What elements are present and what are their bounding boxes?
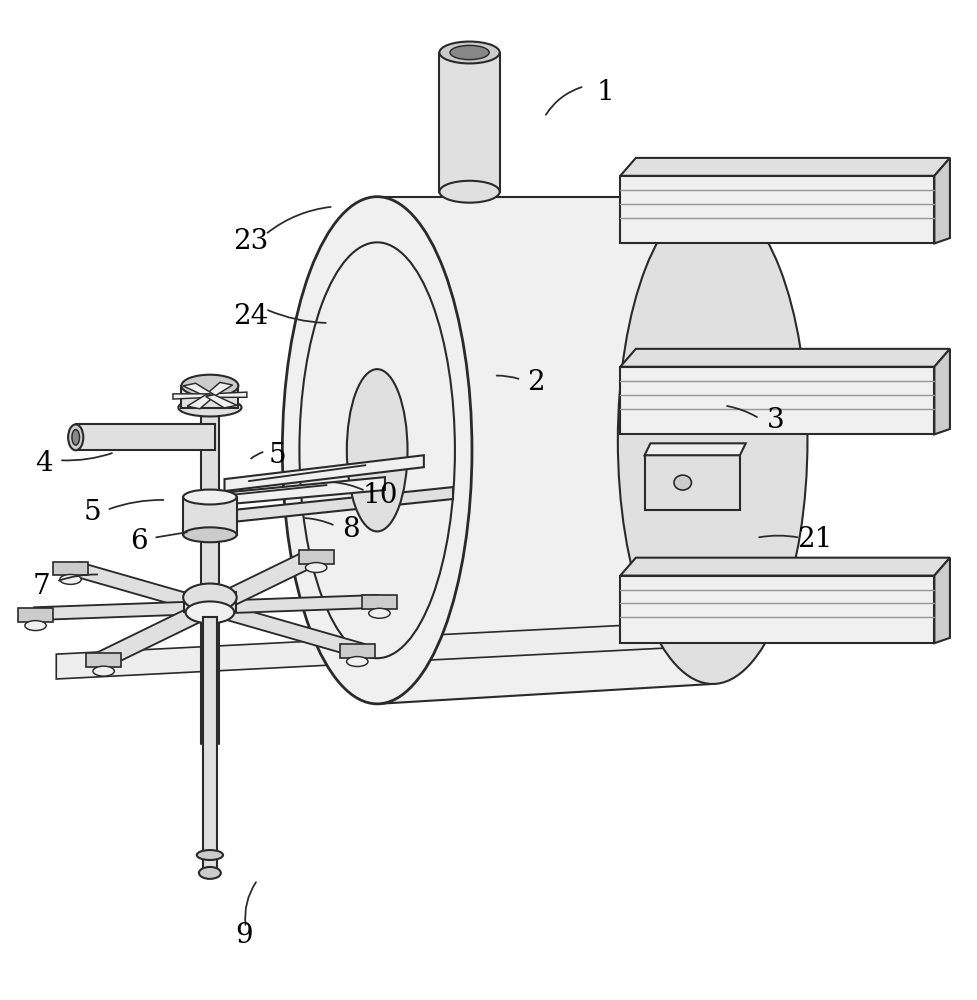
Ellipse shape bbox=[68, 424, 83, 450]
Polygon shape bbox=[298, 550, 333, 564]
Polygon shape bbox=[644, 443, 745, 455]
Polygon shape bbox=[186, 487, 452, 527]
Polygon shape bbox=[75, 424, 215, 450]
Polygon shape bbox=[933, 558, 949, 643]
Text: 6: 6 bbox=[130, 528, 148, 555]
Polygon shape bbox=[619, 576, 933, 643]
Text: 3: 3 bbox=[766, 407, 784, 434]
Ellipse shape bbox=[368, 608, 390, 618]
Text: 10: 10 bbox=[361, 482, 398, 509]
Text: 7: 7 bbox=[33, 573, 51, 600]
Ellipse shape bbox=[673, 475, 691, 490]
Polygon shape bbox=[183, 383, 214, 396]
Ellipse shape bbox=[60, 574, 81, 584]
Ellipse shape bbox=[183, 490, 236, 504]
Text: 24: 24 bbox=[233, 303, 268, 330]
Ellipse shape bbox=[196, 850, 223, 860]
Ellipse shape bbox=[186, 601, 234, 623]
Polygon shape bbox=[92, 603, 222, 663]
Text: 2: 2 bbox=[527, 369, 544, 396]
Ellipse shape bbox=[282, 197, 472, 704]
Polygon shape bbox=[201, 602, 365, 655]
Polygon shape bbox=[86, 653, 121, 667]
Ellipse shape bbox=[183, 527, 236, 542]
Polygon shape bbox=[205, 395, 236, 408]
Text: 5: 5 bbox=[268, 442, 285, 469]
Polygon shape bbox=[361, 595, 397, 609]
Polygon shape bbox=[619, 176, 933, 243]
Polygon shape bbox=[53, 562, 88, 575]
Ellipse shape bbox=[305, 563, 326, 573]
Ellipse shape bbox=[93, 666, 114, 676]
Polygon shape bbox=[933, 349, 949, 434]
Text: 5: 5 bbox=[83, 499, 101, 526]
Polygon shape bbox=[933, 158, 949, 243]
Polygon shape bbox=[439, 52, 499, 192]
Text: 8: 8 bbox=[342, 516, 360, 543]
Ellipse shape bbox=[299, 242, 454, 658]
Polygon shape bbox=[201, 406, 219, 744]
Polygon shape bbox=[173, 394, 210, 399]
Polygon shape bbox=[644, 455, 740, 510]
Ellipse shape bbox=[346, 657, 367, 667]
Ellipse shape bbox=[439, 181, 499, 203]
Polygon shape bbox=[619, 349, 949, 367]
Ellipse shape bbox=[449, 45, 488, 60]
Polygon shape bbox=[205, 382, 233, 396]
Ellipse shape bbox=[182, 375, 238, 397]
Polygon shape bbox=[202, 617, 217, 873]
Polygon shape bbox=[377, 197, 712, 704]
Ellipse shape bbox=[72, 430, 79, 445]
Text: 21: 21 bbox=[796, 526, 831, 553]
Polygon shape bbox=[34, 601, 211, 620]
Polygon shape bbox=[225, 455, 423, 491]
Polygon shape bbox=[187, 395, 214, 409]
Polygon shape bbox=[197, 552, 327, 611]
Ellipse shape bbox=[347, 369, 407, 531]
Polygon shape bbox=[57, 619, 742, 679]
Ellipse shape bbox=[198, 867, 221, 879]
Ellipse shape bbox=[183, 584, 236, 611]
Ellipse shape bbox=[617, 197, 807, 684]
Polygon shape bbox=[62, 562, 219, 613]
Text: 4: 4 bbox=[35, 450, 53, 477]
Polygon shape bbox=[183, 497, 236, 535]
Polygon shape bbox=[619, 158, 949, 176]
Polygon shape bbox=[182, 386, 238, 408]
Ellipse shape bbox=[24, 621, 46, 631]
Text: 23: 23 bbox=[233, 228, 268, 255]
Polygon shape bbox=[619, 558, 949, 576]
Polygon shape bbox=[184, 592, 235, 612]
Polygon shape bbox=[619, 367, 933, 434]
Ellipse shape bbox=[439, 42, 499, 63]
Ellipse shape bbox=[178, 399, 241, 416]
Polygon shape bbox=[18, 608, 53, 622]
Text: 9: 9 bbox=[234, 922, 252, 949]
Polygon shape bbox=[210, 392, 246, 397]
Polygon shape bbox=[220, 477, 385, 505]
Polygon shape bbox=[339, 644, 374, 658]
Text: 1: 1 bbox=[596, 79, 614, 106]
Polygon shape bbox=[208, 595, 380, 614]
